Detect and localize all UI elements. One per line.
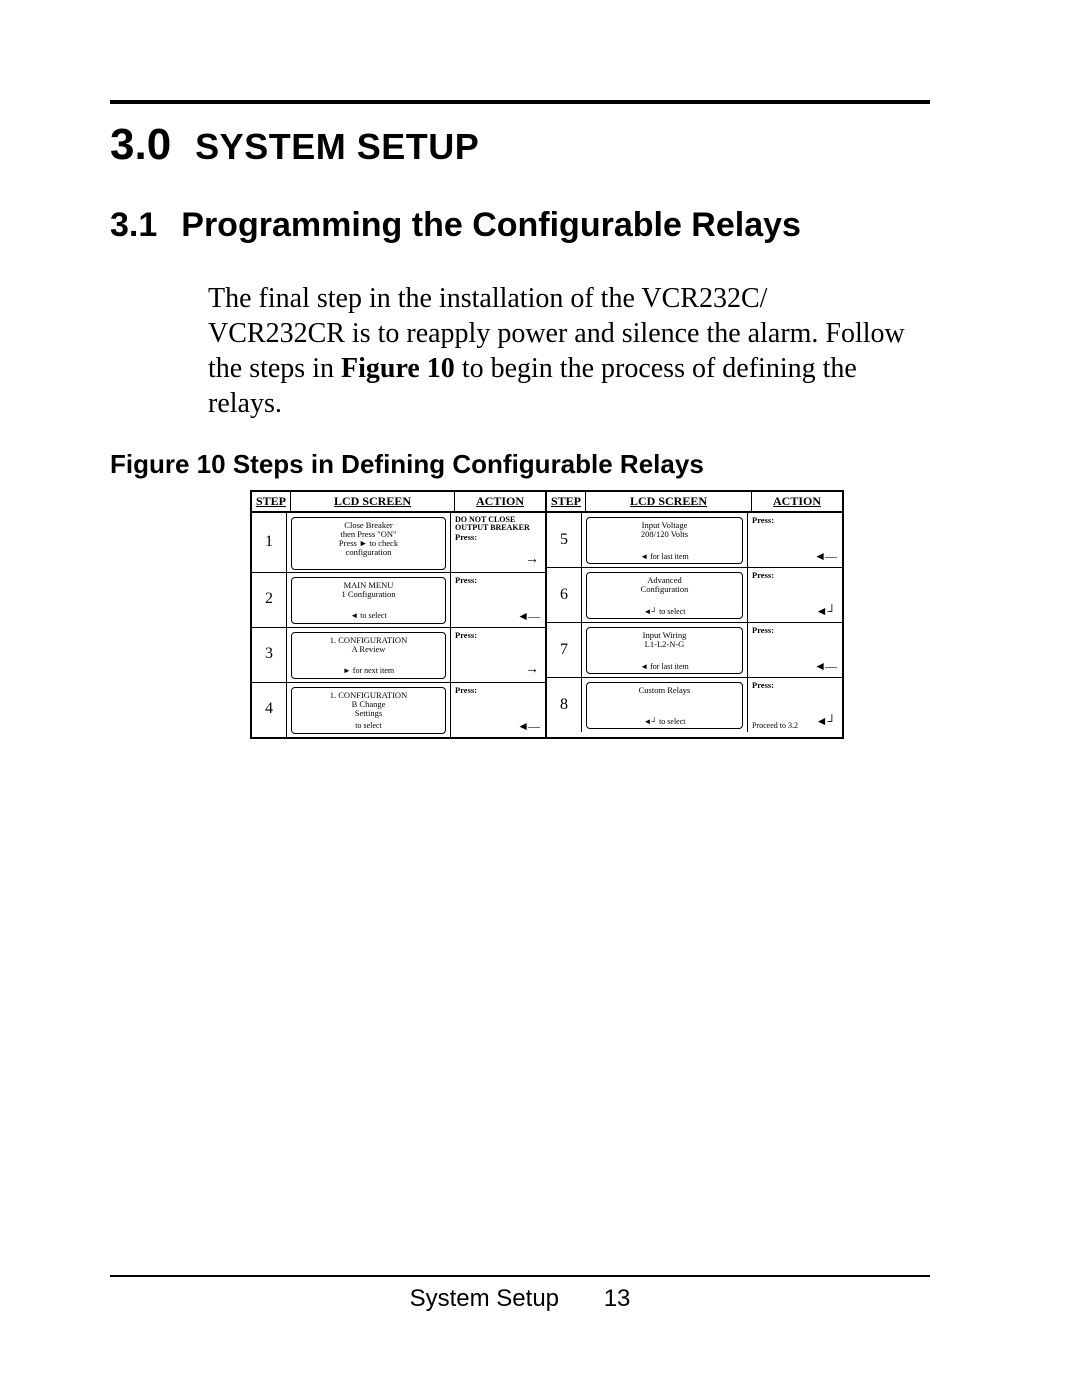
action-press-label: Press: (752, 681, 838, 690)
figure-step-row: 8 Custom Relays ◄┘ to select Press: Proceed … (547, 678, 842, 732)
figure-table: STEP LCD SCREEN ACTION 1Close Breakerthe… (250, 490, 844, 739)
lcd-screen-cell: Close Breakerthen Press "ON"Press ► to c… (287, 513, 451, 572)
action-cell: Press: (748, 568, 842, 622)
lcd-screen-box: Custom Relays ◄┘ to select (586, 682, 743, 729)
figure-step-row: 41. CONFIGURATIONB Change Settingsto sel… (252, 683, 545, 737)
action-cell: Press: Proceed to 3.2 (748, 678, 842, 732)
figure-left-half: STEP LCD SCREEN ACTION 1Close Breakerthe… (252, 492, 547, 737)
lcd-line: Custom Relays (591, 686, 738, 695)
footer-page-number: 13 (604, 1285, 631, 1313)
section-number-major: 3.0 (110, 120, 171, 170)
lcd-line: Settings (296, 709, 441, 718)
header-lcd: LCD SCREEN (291, 492, 455, 511)
lcd-foot-hint: ◄┘ to select (587, 718, 742, 726)
action-warning: DO NOT CLOSE OUTPUT BREAKER (455, 516, 541, 533)
action-cell: Press: (748, 513, 842, 567)
step-number: 6 (547, 568, 582, 622)
step-number: 1 (252, 513, 287, 572)
lcd-line: 1 Configuration (296, 590, 441, 599)
figure-step-row: 1Close Breakerthen Press "ON"Press ► to … (252, 513, 545, 573)
step-number: 2 (252, 573, 287, 627)
lcd-screen-cell: Input WiringL1-L2-N-G◄ for last item (582, 623, 748, 677)
page-footer: System Setup 13 (110, 1285, 930, 1313)
top-horizontal-rule (110, 100, 930, 104)
action-press-label: Press: (455, 576, 541, 585)
action-press-label: Press: (752, 516, 838, 525)
figure-step-row: 6AdvancedConfiguration◄┘ to selectPress: (547, 568, 842, 623)
lcd-line: L1-L2-N-G (591, 640, 738, 649)
action-cell: DO NOT CLOSE OUTPUT BREAKERPress: (451, 513, 545, 572)
lcd-screen-box: Close Breakerthen Press "ON"Press ► to c… (291, 517, 446, 570)
lcd-screen-cell: 1. CONFIGURATIONB Change Settingsto sele… (287, 683, 451, 737)
section-major-heading: 3.0 SYSTEM SETUP (110, 120, 930, 170)
figure-caption: Figure 10 Steps in Defining Configurable… (110, 449, 930, 480)
action-cell: Press: (451, 628, 545, 682)
action-press-label: Press: (455, 533, 541, 542)
lcd-line: A Review (296, 645, 441, 654)
lcd-screen-cell: 1. CONFIGURATIONA Review► for next item (287, 628, 451, 682)
lcd-foot-hint: ◄ for last item (587, 663, 742, 671)
bottom-horizontal-rule (110, 1275, 930, 1277)
figure-step-row: 5Input Voltage208/120 Volts◄ for last it… (547, 513, 842, 568)
action-cell: Press: (748, 623, 842, 677)
content-column: 3.0 SYSTEM SETUP 3.1 Programming the Con… (110, 100, 930, 739)
footer-section-name: System Setup (410, 1285, 559, 1312)
figure-columns: STEP LCD SCREEN ACTION 1Close Breakerthe… (252, 492, 842, 737)
header-step: STEP (252, 492, 291, 511)
action-press-label: Press: (455, 631, 541, 640)
lcd-line: Configuration (591, 585, 738, 594)
lcd-screen-box: MAIN MENU1 Configuration◄ to select (291, 577, 446, 624)
lcd-screen-cell: Custom Relays ◄┘ to select (582, 678, 748, 732)
action-note: Proceed to 3.2 (752, 722, 798, 730)
action-cell: Press: (451, 683, 545, 737)
action-press-label: Press: (752, 626, 838, 635)
header-step: STEP (547, 492, 586, 511)
action-cell: Press: (451, 573, 545, 627)
section-title-minor: Programming the Configurable Relays (181, 206, 801, 245)
lcd-screen-cell: Input Voltage208/120 Volts◄ for last ite… (582, 513, 748, 567)
lcd-foot-hint: ◄┘ to select (587, 608, 742, 616)
lcd-screen-box: Input WiringL1-L2-N-G◄ for last item (586, 627, 743, 674)
step-number: 3 (252, 628, 287, 682)
figure-header-row: STEP LCD SCREEN ACTION (252, 492, 545, 513)
figure-header-row: STEP LCD SCREEN ACTION (547, 492, 842, 513)
lcd-foot-hint: ◄ for last item (587, 553, 742, 561)
step-number: 7 (547, 623, 582, 677)
lcd-line: 208/120 Volts (591, 530, 738, 539)
para-figure-ref: Figure 10 (341, 353, 455, 384)
lcd-screen-cell: MAIN MENU1 Configuration◄ to select (287, 573, 451, 627)
section-number-minor: 3.1 (110, 206, 157, 245)
figure-step-row: 7Input WiringL1-L2-N-G◄ for last itemPre… (547, 623, 842, 678)
action-press-label: Press: (455, 686, 541, 695)
lcd-screen-box: 1. CONFIGURATIONA Review► for next item (291, 632, 446, 679)
section-minor-heading: 3.1 Programming the Configurable Relays (110, 206, 930, 245)
lcd-foot-hint: to select (292, 722, 445, 730)
lcd-foot-hint: ► for next item (292, 667, 445, 675)
lcd-line: configuration (296, 548, 441, 557)
lcd-screen-box: 1. CONFIGURATIONB Change Settingsto sele… (291, 687, 446, 734)
section-title-major: SYSTEM SETUP (195, 126, 479, 168)
action-press-label: Press: (752, 571, 838, 580)
step-number: 5 (547, 513, 582, 567)
step-number: 4 (252, 683, 287, 737)
document-page: 3.0 SYSTEM SETUP 3.1 Programming the Con… (0, 0, 1080, 1397)
intro-paragraph: The final step in the installation of th… (208, 281, 908, 421)
lcd-screen-box: AdvancedConfiguration◄┘ to select (586, 572, 743, 619)
step-number: 8 (547, 678, 582, 732)
header-action: ACTION (455, 492, 545, 511)
header-lcd: LCD SCREEN (586, 492, 752, 511)
lcd-screen-cell: AdvancedConfiguration◄┘ to select (582, 568, 748, 622)
figure-step-row: 2MAIN MENU1 Configuration◄ to selectPres… (252, 573, 545, 628)
header-action: ACTION (752, 492, 842, 511)
lcd-foot-hint: ◄ to select (292, 612, 445, 620)
lcd-screen-box: Input Voltage208/120 Volts◄ for last ite… (586, 517, 743, 564)
figure-right-half: STEP LCD SCREEN ACTION 5Input Voltage208… (547, 492, 842, 737)
figure-step-row: 31. CONFIGURATIONA Review► for next item… (252, 628, 545, 683)
